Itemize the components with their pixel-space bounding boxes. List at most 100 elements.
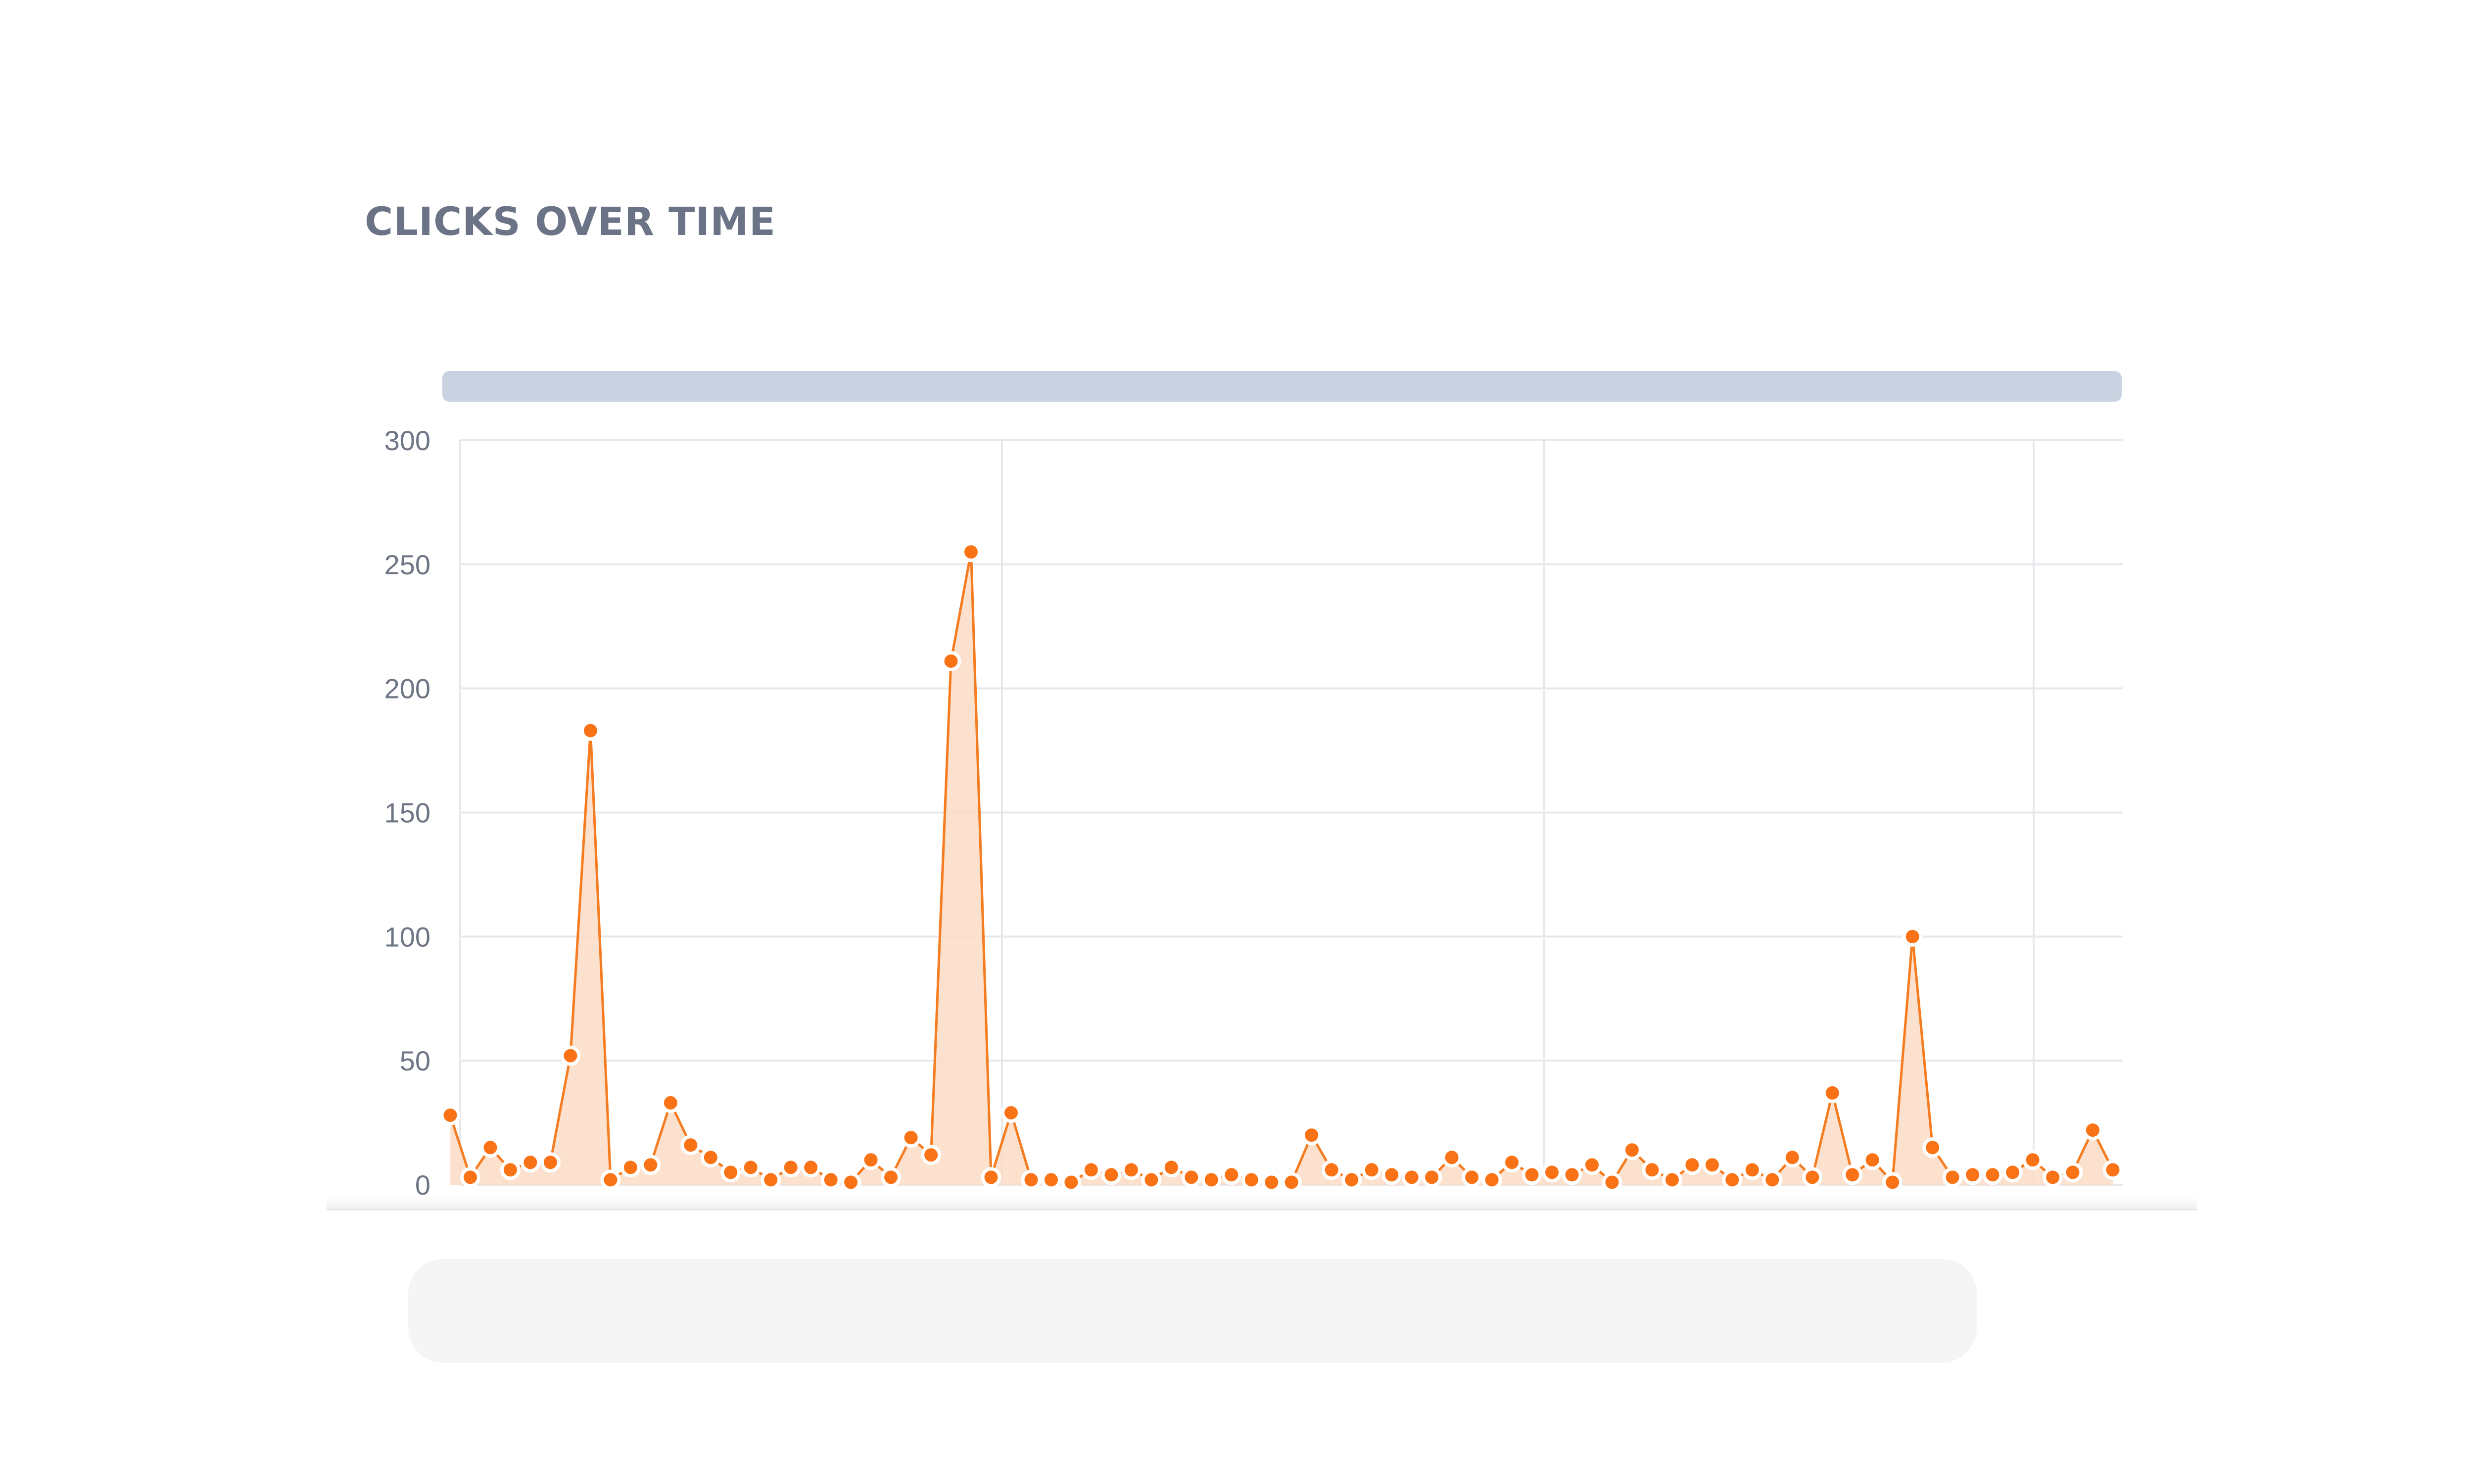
data-point xyxy=(841,1172,861,1193)
series-area xyxy=(450,552,2113,1185)
data-point xyxy=(901,1127,921,1148)
chart-title: CLICKS OVER TIME xyxy=(365,200,776,244)
data-point xyxy=(720,1162,741,1183)
data-point xyxy=(500,1159,521,1180)
data-point xyxy=(1722,1169,1743,1190)
chart-scrollbar[interactable] xyxy=(442,371,2122,402)
data-point xyxy=(740,1157,761,1178)
data-point xyxy=(981,1167,1001,1188)
data-point xyxy=(1041,1169,1061,1190)
data-point xyxy=(1161,1157,1182,1178)
data-point xyxy=(1121,1159,1142,1180)
data-point xyxy=(961,542,981,562)
data-point xyxy=(1301,1125,1322,1146)
data-point xyxy=(520,1152,541,1173)
data-point xyxy=(680,1135,701,1156)
data-point xyxy=(761,1169,781,1190)
data-point xyxy=(1061,1172,1082,1193)
data-point xyxy=(2043,1167,2063,1188)
data-point xyxy=(1221,1164,1242,1185)
data-point xyxy=(1962,1164,1983,1185)
data-point xyxy=(1621,1140,1642,1160)
data-point xyxy=(1562,1164,1582,1185)
data-point xyxy=(1682,1155,1703,1175)
series-line xyxy=(449,551,2114,1184)
data-point xyxy=(640,1155,661,1175)
data-point xyxy=(1602,1172,1622,1193)
footer-panel xyxy=(408,1259,1977,1363)
series-layer xyxy=(440,542,2123,1193)
data-point xyxy=(600,1169,621,1190)
chart-card-edge xyxy=(327,1197,2197,1210)
data-point xyxy=(1422,1167,1442,1188)
data-point xyxy=(921,1145,942,1165)
y-tick-label: 200 xyxy=(384,673,430,704)
data-point xyxy=(1982,1164,2003,1185)
data-point xyxy=(560,1045,581,1066)
data-point xyxy=(860,1150,881,1170)
data-point xyxy=(1141,1169,1162,1190)
grid-layer xyxy=(459,439,2123,1186)
data-point xyxy=(1241,1169,1262,1190)
data-point xyxy=(1021,1169,1042,1190)
data-point xyxy=(881,1167,902,1188)
y-tick-label: 0 xyxy=(415,1169,430,1201)
data-point xyxy=(1942,1167,1963,1188)
data-point xyxy=(1802,1167,1823,1188)
data-point xyxy=(480,1137,501,1158)
data-point xyxy=(801,1157,821,1178)
data-point xyxy=(1922,1137,1943,1158)
y-axis: 0 50 100 150 200 250 300 xyxy=(384,425,430,1201)
data-point xyxy=(2083,1120,2103,1141)
data-point xyxy=(1261,1172,1282,1193)
data-point xyxy=(2002,1162,2023,1183)
data-point xyxy=(1822,1082,1843,1103)
data-point xyxy=(1081,1159,1101,1180)
data-point xyxy=(941,651,961,671)
data-point xyxy=(1702,1155,1722,1175)
data-point xyxy=(660,1092,681,1113)
y-tick-label: 300 xyxy=(384,425,430,456)
data-point xyxy=(1882,1172,1903,1193)
data-point xyxy=(1842,1164,1863,1185)
data-point xyxy=(1742,1159,1762,1180)
data-point xyxy=(460,1167,480,1188)
data-point xyxy=(1582,1155,1602,1175)
data-point xyxy=(1001,1103,1021,1123)
data-point xyxy=(2022,1150,2043,1170)
data-point xyxy=(1341,1169,1362,1190)
data-point xyxy=(1321,1159,1342,1180)
data-point xyxy=(1381,1164,1402,1185)
data-point xyxy=(1481,1169,1502,1190)
data-point xyxy=(1642,1159,1663,1180)
data-point xyxy=(1522,1164,1542,1185)
data-point xyxy=(1281,1172,1302,1193)
data-point xyxy=(700,1147,721,1168)
y-tick-label: 100 xyxy=(384,921,430,952)
y-tick-label: 250 xyxy=(384,549,430,580)
data-point xyxy=(1782,1147,1803,1168)
data-point xyxy=(440,1105,461,1125)
data-point xyxy=(580,720,601,741)
data-point xyxy=(1902,926,1923,947)
data-point xyxy=(2102,1159,2123,1180)
data-point xyxy=(620,1157,641,1178)
data-point xyxy=(1462,1167,1482,1188)
data-point xyxy=(820,1169,841,1190)
data-point xyxy=(1441,1147,1462,1168)
data-point xyxy=(1101,1164,1122,1185)
data-point xyxy=(1542,1162,1562,1183)
data-point xyxy=(1762,1169,1783,1190)
data-point xyxy=(780,1157,801,1178)
data-point xyxy=(1401,1167,1422,1188)
data-point xyxy=(1361,1159,1382,1180)
data-point xyxy=(540,1152,561,1173)
data-point xyxy=(1201,1169,1222,1190)
data-point xyxy=(1662,1169,1682,1190)
data-point xyxy=(1862,1150,1883,1170)
data-point xyxy=(1181,1167,1202,1188)
y-tick-label: 50 xyxy=(400,1045,430,1076)
data-point xyxy=(2062,1162,2083,1183)
